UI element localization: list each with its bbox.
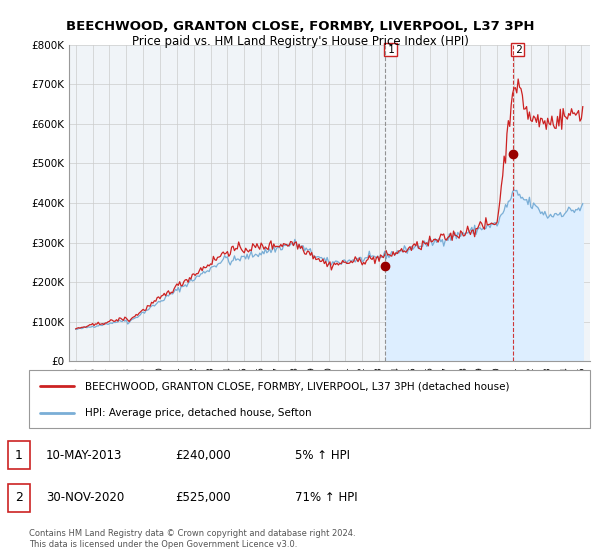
Text: Price paid vs. HM Land Registry's House Price Index (HPI): Price paid vs. HM Land Registry's House …	[131, 35, 469, 48]
Text: BEECHWOOD, GRANTON CLOSE, FORMBY, LIVERPOOL, L37 3PH: BEECHWOOD, GRANTON CLOSE, FORMBY, LIVERP…	[66, 20, 534, 32]
Text: Contains HM Land Registry data © Crown copyright and database right 2024.
This d: Contains HM Land Registry data © Crown c…	[29, 529, 355, 549]
Text: 1: 1	[385, 45, 395, 55]
FancyBboxPatch shape	[8, 441, 30, 469]
Text: £240,000: £240,000	[175, 449, 231, 461]
Text: £525,000: £525,000	[175, 491, 230, 504]
Text: BEECHWOOD, GRANTON CLOSE, FORMBY, LIVERPOOL, L37 3PH (detached house): BEECHWOOD, GRANTON CLOSE, FORMBY, LIVERP…	[85, 381, 509, 391]
Text: HPI: Average price, detached house, Sefton: HPI: Average price, detached house, Seft…	[85, 408, 311, 418]
Text: 30-NOV-2020: 30-NOV-2020	[46, 491, 124, 504]
Text: 2: 2	[15, 491, 23, 504]
Text: 5% ↑ HPI: 5% ↑ HPI	[295, 449, 350, 461]
Text: 1: 1	[15, 449, 23, 461]
FancyBboxPatch shape	[29, 370, 590, 428]
Text: 71% ↑ HPI: 71% ↑ HPI	[295, 491, 358, 504]
FancyBboxPatch shape	[8, 484, 30, 512]
Text: 10-MAY-2013: 10-MAY-2013	[46, 449, 122, 461]
Text: 2: 2	[512, 45, 523, 55]
